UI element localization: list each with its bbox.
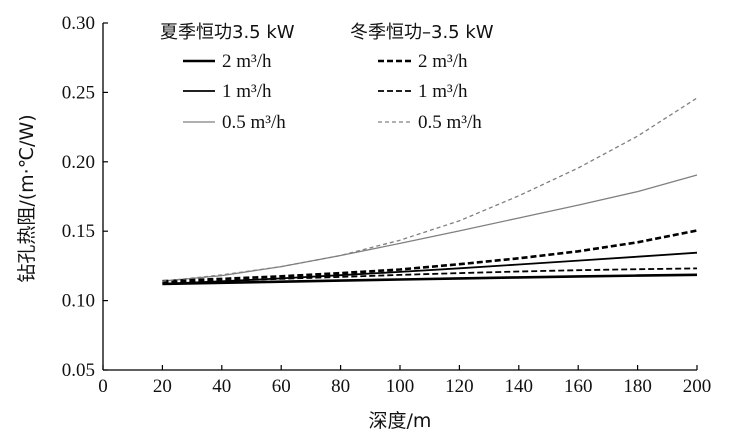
y-tick-label: 0.10 — [62, 291, 95, 312]
x-tick-label: 20 — [153, 376, 172, 397]
x-tick-label: 200 — [683, 376, 712, 397]
y-tick-label: 0.20 — [62, 152, 95, 173]
x-axis-title: 深度/m — [369, 410, 432, 432]
y-axis-title: 钻孔热阻/(m·℃/W) — [16, 114, 38, 282]
series-line-winter-0 — [162, 229, 698, 283]
series-lines — [162, 97, 698, 286]
x-tick-label: 160 — [564, 376, 593, 397]
legend-label: 0.5 m³/h — [418, 112, 482, 133]
x-tick-label: 180 — [623, 376, 652, 397]
legend: 夏季恒功3.5 kW 冬季恒功–3.5 kW 2 m³/h 1 m³/h 0.5 m… — [160, 22, 494, 133]
legend-label: 2 m³/h — [418, 51, 468, 72]
y-tick-label: 0.05 — [62, 360, 95, 381]
legend-label: 2 m³/h — [222, 51, 272, 72]
axes — [102, 23, 697, 371]
y-tick-label: 0.30 — [62, 13, 95, 34]
x-tick-label: 80 — [331, 376, 350, 397]
series-line-summer-2 — [162, 174, 698, 282]
series-line-summer-0 — [162, 273, 698, 286]
legend-label: 1 m³/h — [418, 81, 468, 102]
x-tick-label: 100 — [386, 376, 415, 397]
y-tick-label: 0.15 — [62, 221, 95, 242]
tick-marks: 0.05 0.10 0.15 0.20 0.25 0.30 0 20 40 60 80 100 120 1… — [62, 13, 712, 397]
legend-heading-winter: 冬季恒功–3.5 kW — [350, 22, 494, 43]
x-tick-label: 0 — [98, 376, 108, 397]
x-tick-label: 140 — [505, 376, 534, 397]
x-tick-label: 60 — [272, 376, 291, 397]
legend-label: 1 m³/h — [222, 81, 272, 102]
series-line-winter-1 — [162, 267, 698, 284]
legend-heading-summer: 夏季恒功3.5 kW — [160, 22, 295, 43]
x-tick-label: 40 — [212, 376, 231, 397]
y-tick-label: 0.25 — [62, 82, 95, 103]
legend-label: 0.5 m³/h — [222, 112, 286, 133]
series-line-summer-1 — [162, 251, 698, 285]
x-tick-label: 120 — [445, 376, 474, 397]
